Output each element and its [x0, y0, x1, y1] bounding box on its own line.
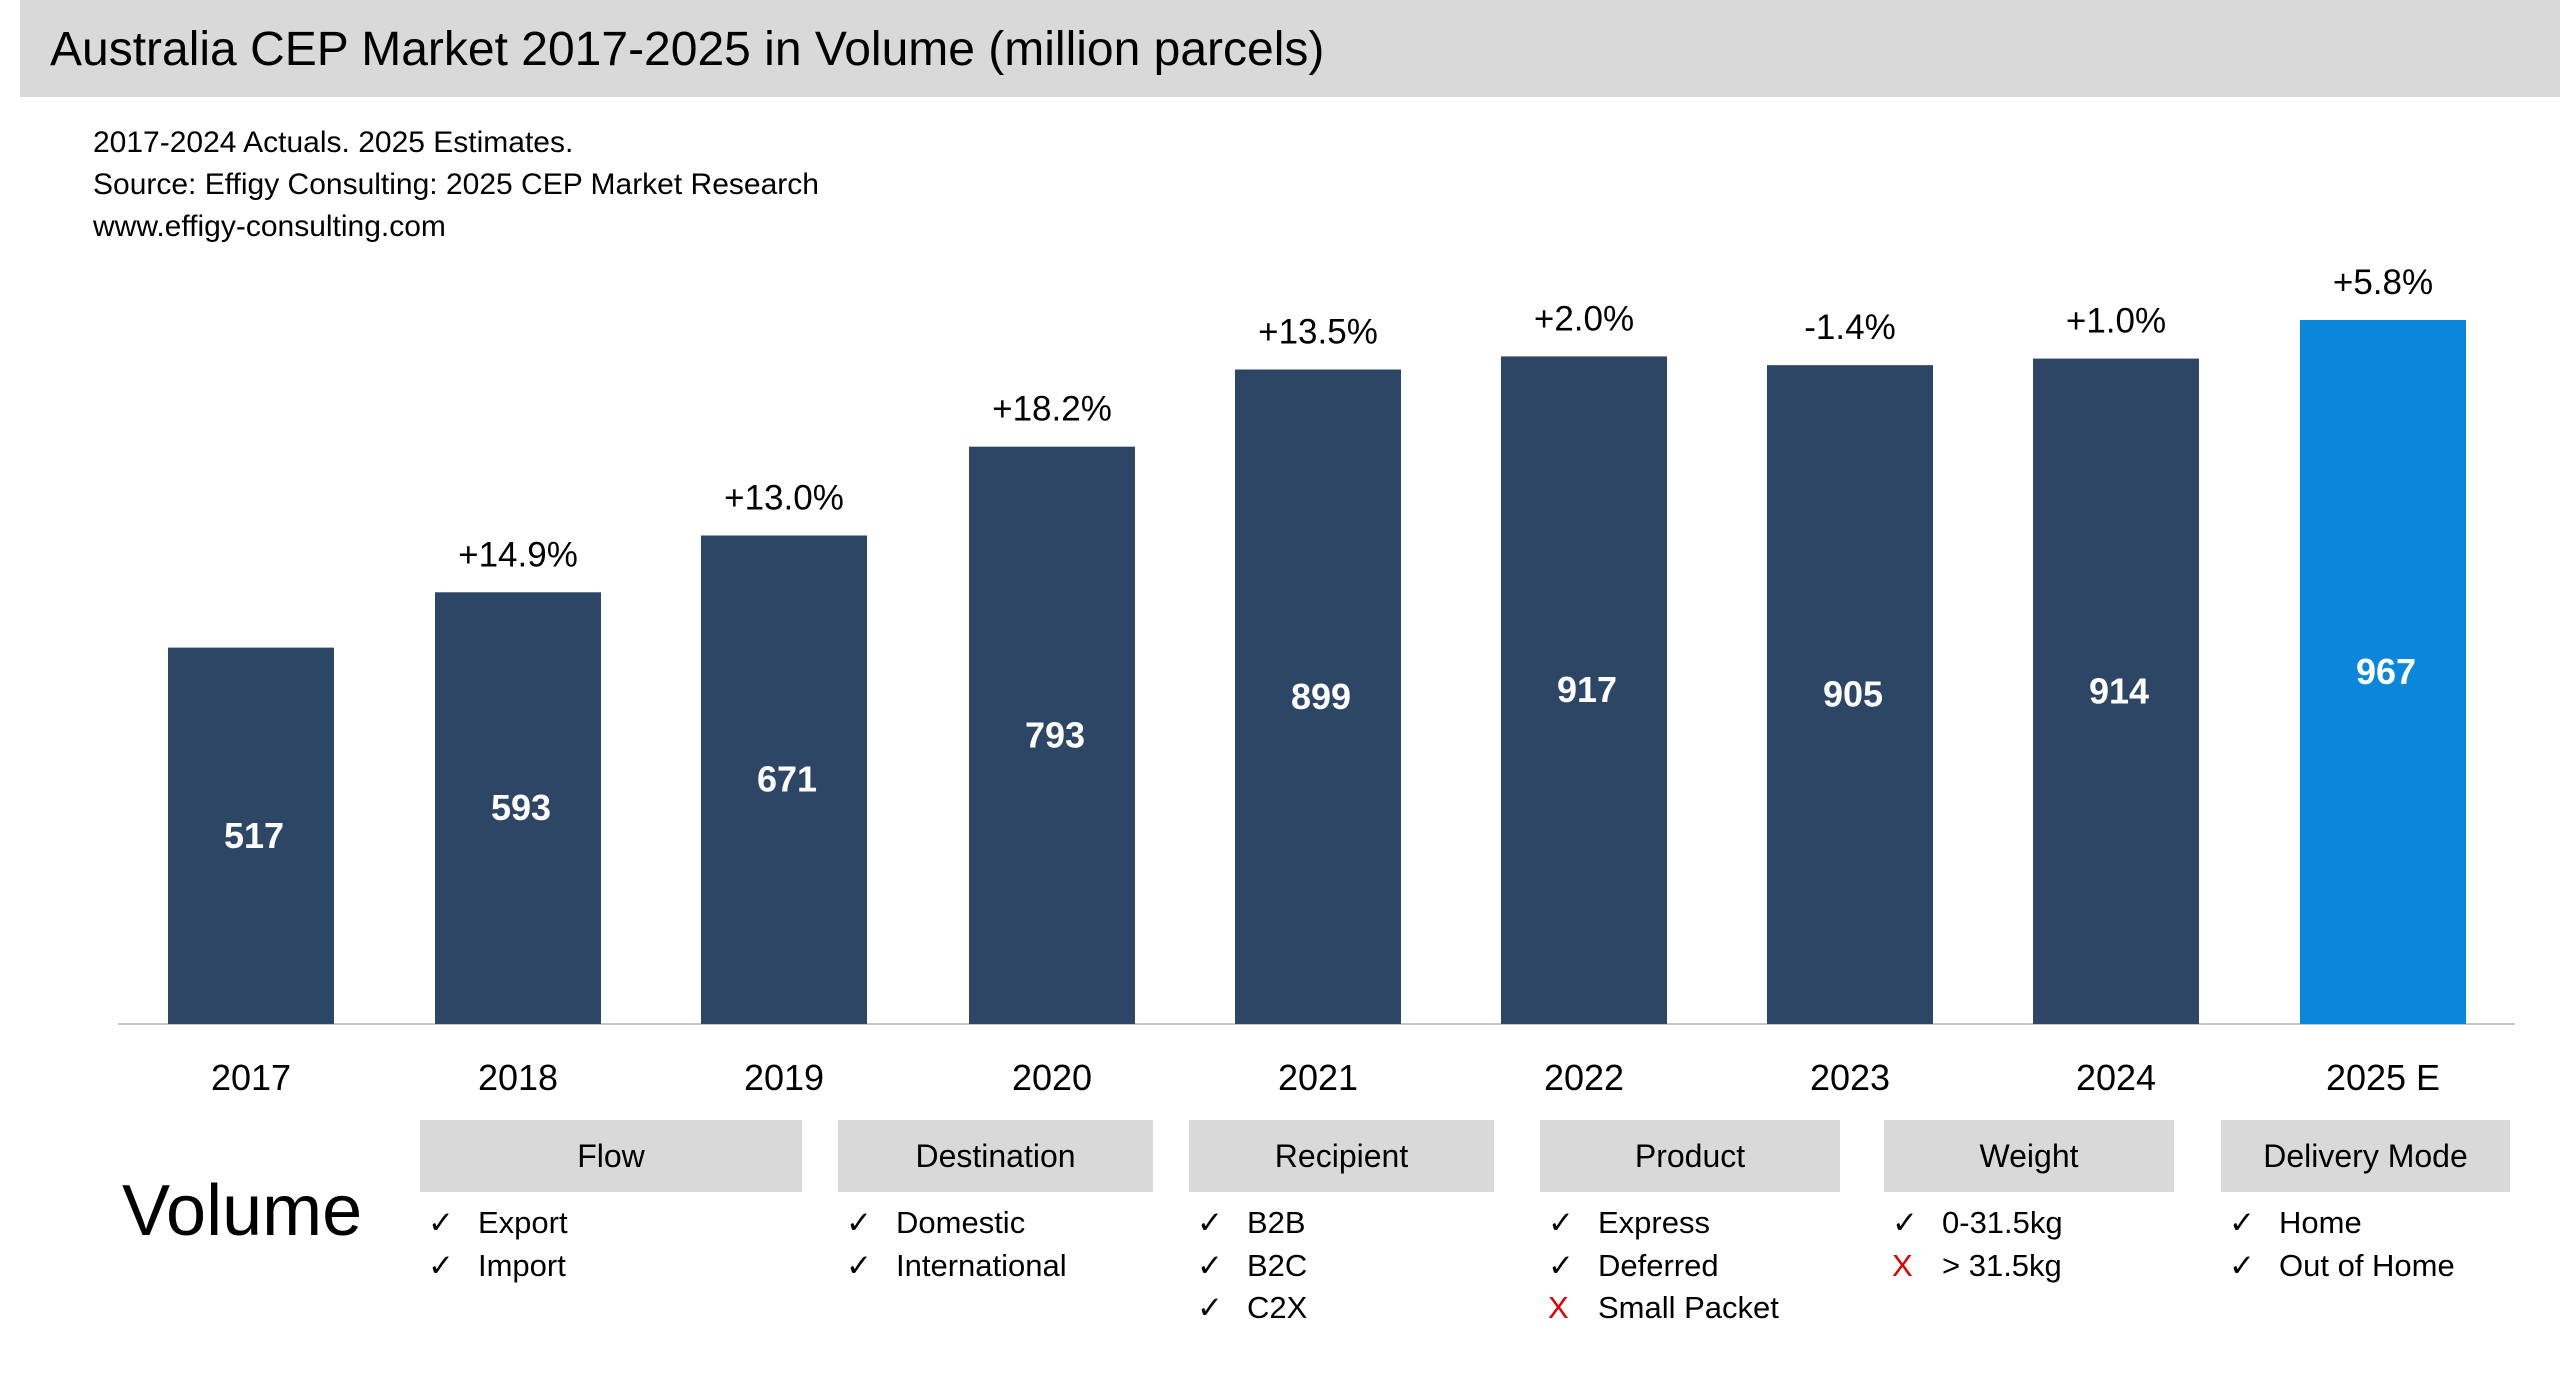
bar-2017 — [168, 647, 334, 1024]
check-icon: ✓ — [2229, 1248, 2255, 1283]
data-label: 899 — [1291, 676, 1351, 717]
legend-header-0: Flow — [420, 1120, 802, 1192]
legend-item-label: Deferred — [1598, 1248, 1719, 1283]
check-icon: ✓ — [428, 1248, 454, 1283]
growth-label: +13.0% — [724, 478, 844, 517]
x-tick-label: 2023 — [1810, 1057, 1890, 1098]
legend-item-label: B2C — [1247, 1248, 1308, 1283]
growth-label: +14.9% — [458, 535, 578, 574]
subtitle-website: www.effigy-consulting.com — [93, 210, 446, 243]
bar-2020 — [969, 446, 1135, 1024]
data-label: 914 — [2089, 670, 2149, 711]
legend-item: X > 31.5kg — [1892, 1248, 2062, 1284]
x-tick-label: 2022 — [1544, 1057, 1624, 1098]
growth-label: -1.4% — [1804, 308, 1895, 347]
data-label: 917 — [1557, 669, 1617, 710]
legend-item: ✓ Deferred — [1548, 1248, 1719, 1284]
x-tick-label: 2019 — [744, 1057, 824, 1098]
check-icon: ✓ — [428, 1205, 454, 1240]
legend-item-label: Small Packet — [1598, 1290, 1779, 1325]
growth-label: +13.5% — [1258, 313, 1378, 352]
data-label: 793 — [1025, 714, 1085, 755]
legend-header-2: Recipient — [1189, 1120, 1494, 1192]
growth-label: +2.0% — [1534, 299, 1634, 338]
legend-item: ✓ International — [846, 1248, 1067, 1284]
bar-2021 — [1235, 369, 1401, 1024]
check-icon: ✓ — [846, 1205, 872, 1240]
legend-item: ✓ B2C — [1197, 1248, 1307, 1284]
legend-item: ✓ Import — [428, 1248, 566, 1284]
subtitle-source: Source: Effigy Consulting: 2025 CEP Mark… — [93, 168, 819, 201]
check-icon: ✓ — [1548, 1248, 1574, 1283]
legend-volume-label: Volume — [122, 1171, 363, 1251]
legend-item: ✓ C2X — [1197, 1290, 1307, 1326]
check-icon: ✓ — [1197, 1248, 1223, 1283]
subtitle-actuals: 2017-2024 Actuals. 2025 Estimates. — [93, 126, 574, 159]
data-label: 967 — [2356, 651, 2416, 692]
legend-item-label: > 31.5kg — [1942, 1248, 2062, 1283]
check-icon: ✓ — [2229, 1205, 2255, 1240]
legend-item: ✓ Home — [2229, 1205, 2362, 1241]
legend-item-label: C2X — [1247, 1290, 1308, 1325]
check-icon: ✓ — [1548, 1205, 1574, 1240]
x-tick-label: 2025 E — [2326, 1057, 2440, 1098]
legend-item: ✓ B2B — [1197, 1205, 1306, 1241]
check-icon: ✓ — [1197, 1290, 1223, 1325]
x-tick-label: 2017 — [211, 1057, 291, 1098]
legend-item: ✓ 0-31.5kg — [1892, 1205, 2063, 1241]
legend-item: ✓ Domestic — [846, 1205, 1025, 1241]
legend-item: X Small Packet — [1548, 1290, 1779, 1326]
legend-item-label: International — [896, 1248, 1067, 1283]
data-label: 517 — [224, 815, 284, 856]
legend-item: ✓ Express — [1548, 1205, 1710, 1241]
x-tick-label: 2020 — [1012, 1057, 1092, 1098]
cross-icon: X — [1548, 1290, 1569, 1325]
title-bar: Australia CEP Market 2017-2025 in Volume… — [20, 0, 2560, 97]
legend-item: ✓ Export — [428, 1205, 568, 1241]
data-label: 671 — [757, 759, 817, 800]
growth-label: +18.2% — [992, 390, 1112, 429]
check-icon: ✓ — [1892, 1205, 1918, 1240]
data-label: 905 — [1823, 674, 1883, 715]
x-tick-label: 2018 — [478, 1057, 558, 1098]
bar-chart: 517 2017 593 +14.9% 2018 671 +13.0% 2019 793 +18.… — [118, 263, 2515, 1098]
bar-2022 — [1501, 356, 1667, 1024]
legend-item-label: Export — [478, 1205, 568, 1240]
cross-icon: X — [1892, 1248, 1913, 1283]
legend-item-label: Home — [2279, 1205, 2362, 1240]
bar-2023 — [1767, 365, 1933, 1024]
x-tick-label: 2024 — [2076, 1057, 2156, 1098]
legend-item-label: Out of Home — [2279, 1248, 2455, 1283]
legend-item: ✓ Out of Home — [2229, 1248, 2455, 1284]
data-label: 593 — [491, 787, 551, 828]
legend-item-label: B2B — [1247, 1205, 1306, 1240]
legend-item-label: Domestic — [896, 1205, 1026, 1240]
legend-item-label: 0-31.5kg — [1942, 1205, 2063, 1240]
growth-label: +1.0% — [2066, 302, 2166, 341]
bar-2024 — [2033, 358, 2199, 1024]
legend-header-4: Weight — [1884, 1120, 2174, 1192]
bar-2025 E — [2300, 320, 2466, 1024]
legend-header-1: Destination — [838, 1120, 1153, 1192]
legend-item-label: Express — [1598, 1205, 1710, 1240]
growth-label: +5.8% — [2333, 263, 2433, 302]
page-title: Australia CEP Market 2017-2025 in Volume… — [50, 23, 1325, 76]
x-tick-label: 2021 — [1278, 1057, 1358, 1098]
legend-header-3: Product — [1540, 1120, 1840, 1192]
bar-2019 — [701, 535, 867, 1024]
check-icon: ✓ — [1197, 1205, 1223, 1240]
bar-2018 — [435, 592, 601, 1024]
legend-header-5: Delivery Mode — [2221, 1120, 2510, 1192]
legend-item-label: Import — [478, 1248, 566, 1283]
check-icon: ✓ — [846, 1248, 872, 1283]
